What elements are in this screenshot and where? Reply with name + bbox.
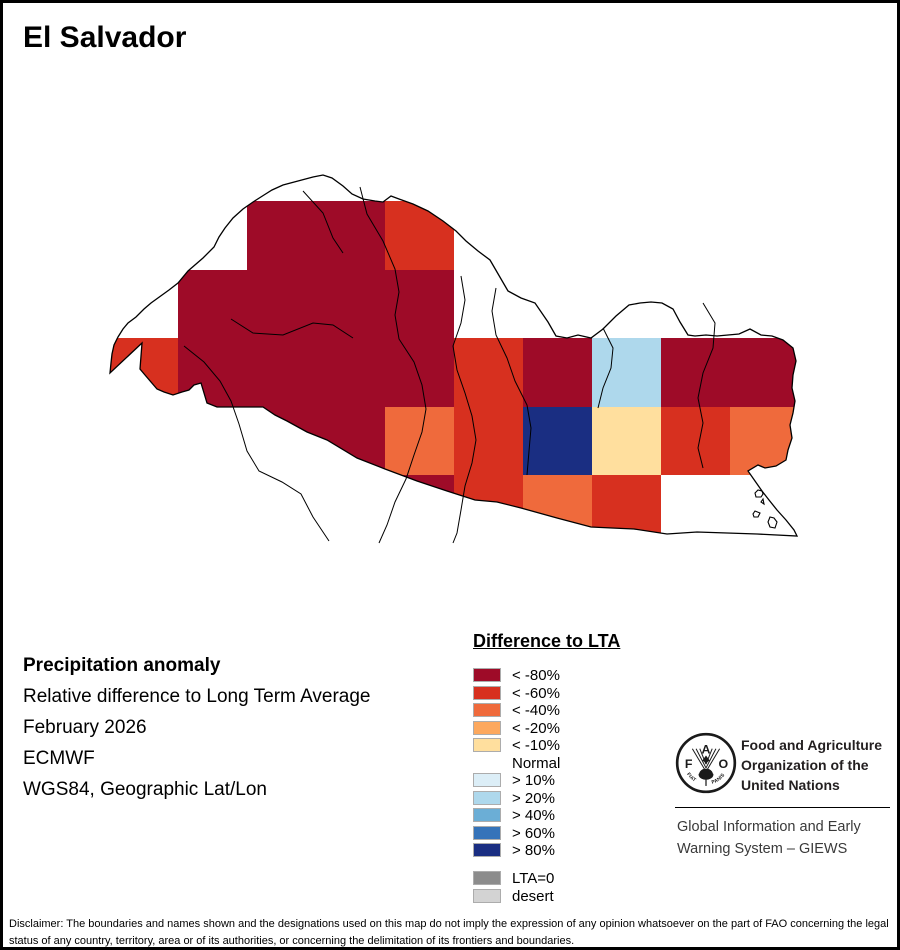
svg-text:O: O xyxy=(719,757,729,771)
svg-text:F: F xyxy=(685,757,693,771)
svg-text:FIAT: FIAT xyxy=(685,772,697,784)
svg-text:A: A xyxy=(702,743,711,757)
